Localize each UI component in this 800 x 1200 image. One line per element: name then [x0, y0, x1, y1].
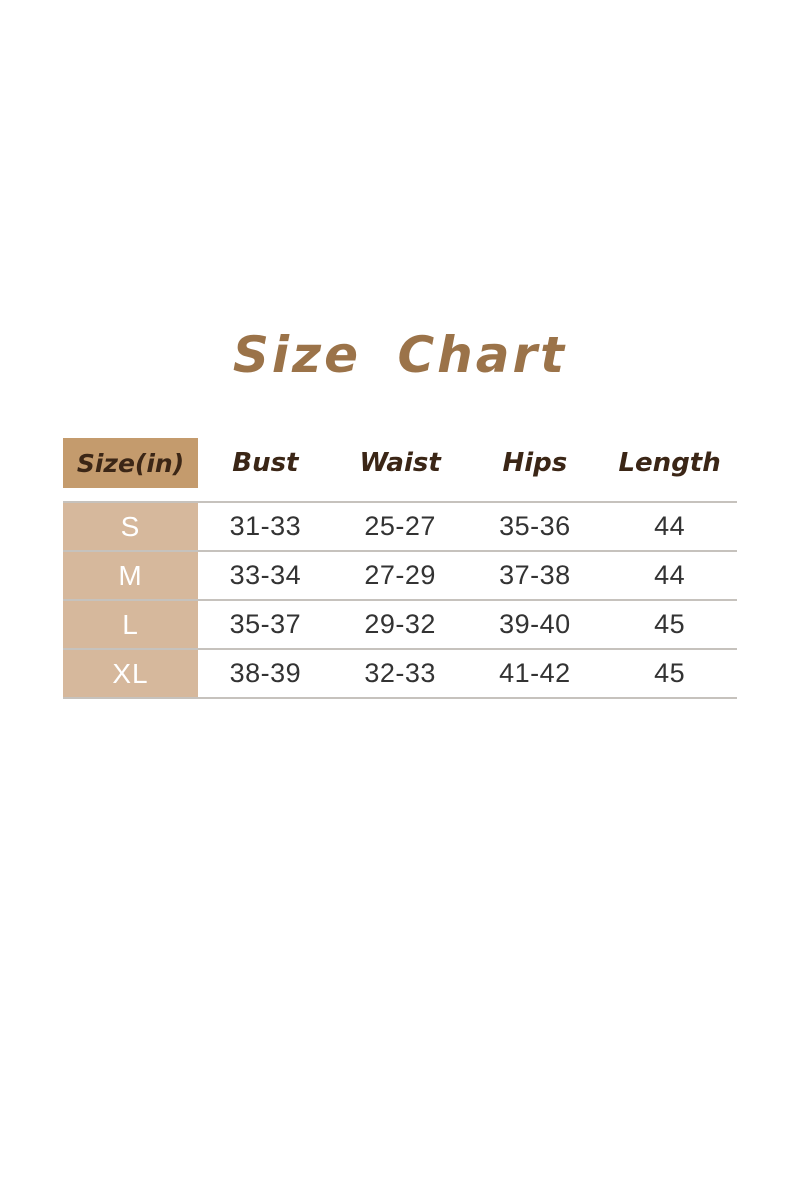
hips-value-cell: 41-42: [467, 650, 603, 697]
waist-value-cell: 29-32: [332, 601, 468, 648]
header-cell-waist: Waist: [332, 438, 468, 488]
size-chart-table: Size(in) Bust Waist Hips Length S 31-33 …: [63, 438, 737, 699]
waist-value-cell: 25-27: [332, 503, 468, 550]
hips-value-cell: 37-38: [467, 552, 603, 599]
size-label-cell: M: [63, 552, 198, 599]
header-cell-length: Length: [602, 438, 737, 488]
table-header-row: Size(in) Bust Waist Hips Length: [63, 438, 737, 488]
header-cell-size: Size(in): [63, 438, 198, 488]
bust-value-cell: 31-33: [198, 503, 333, 550]
bust-value-cell: 35-37: [198, 601, 333, 648]
table-row-s: S 31-33 25-27 35-36 44: [63, 503, 737, 552]
size-label-cell: XL: [63, 650, 198, 697]
page-title: Size Chart: [232, 326, 568, 384]
length-value-cell: 45: [602, 601, 737, 648]
table-row-xl: XL 38-39 32-33 41-42 45: [63, 650, 737, 699]
waist-value-cell: 32-33: [332, 650, 468, 697]
bust-value-cell: 33-34: [198, 552, 333, 599]
table-row-m: M 33-34 27-29 37-38 44: [63, 552, 737, 601]
header-cell-bust: Bust: [198, 438, 333, 488]
length-value-cell: 44: [602, 552, 737, 599]
waist-value-cell: 27-29: [332, 552, 468, 599]
header-gap: [63, 488, 737, 501]
length-value-cell: 44: [602, 503, 737, 550]
header-cell-hips: Hips: [467, 438, 603, 488]
size-label-cell: S: [63, 503, 198, 550]
hips-value-cell: 39-40: [467, 601, 603, 648]
bust-value-cell: 38-39: [198, 650, 333, 697]
hips-value-cell: 35-36: [467, 503, 603, 550]
length-value-cell: 45: [602, 650, 737, 697]
size-label-cell: L: [63, 601, 198, 648]
table-row-l: L 35-37 29-32 39-40 45: [63, 601, 737, 650]
table-body: S 31-33 25-27 35-36 44 M 33-34 27-29 37-…: [63, 501, 737, 699]
